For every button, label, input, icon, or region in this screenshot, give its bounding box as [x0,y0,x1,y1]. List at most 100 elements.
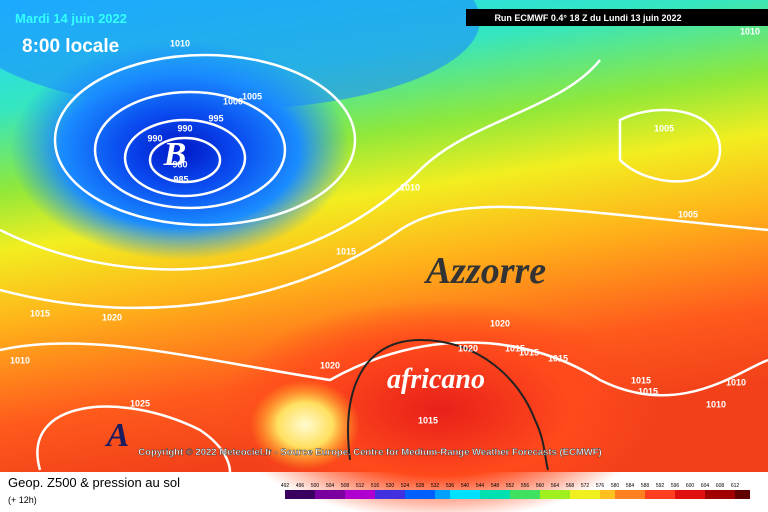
high-label: A [105,417,130,454]
isobar-label: 1020 [102,312,122,322]
isobar-label: 985 [173,174,188,184]
scale-swatch [690,490,705,499]
scale-swatch [435,490,450,499]
scale-label: 584 [626,483,635,489]
scale-label: 528 [416,483,425,489]
scale-label: 556 [521,483,530,489]
scale-label: 512 [356,483,365,489]
scale-label: 560 [536,483,545,489]
scale-swatch [390,490,405,499]
scale-label: 496 [296,483,305,489]
scale-swatch [660,490,675,499]
scale-swatch [285,490,300,499]
isobar-label: 990 [147,133,162,143]
isobar-label: 1025 [130,398,150,408]
date-label: Mardi 14 juin 2022 [15,11,127,26]
scale-swatch [420,490,435,499]
scale-label: 492 [281,483,290,489]
scale-swatch [330,490,345,499]
isobar-label: 1015 [638,386,658,396]
isobar-label: 990 [177,123,192,133]
scale-label: 572 [581,483,590,489]
scale-label: 604 [701,483,710,489]
isobar-label: 1005 [654,123,674,133]
scale-swatch [315,490,330,499]
scale-swatch [345,490,360,499]
scale-swatch [375,490,390,499]
footer-step: (+ 12h) [8,495,37,505]
isobar-label: 1010 [10,355,30,365]
scale-swatch [705,490,720,499]
feature-label: africano [387,364,485,395]
scale-swatch [465,490,480,499]
scale-swatch [360,490,375,499]
isobar-label: 1020 [490,318,510,328]
isobar-label: 1015 [505,343,525,353]
scale-swatch [585,490,600,499]
scale-label: 576 [596,483,605,489]
scale-swatch [510,490,525,499]
scale-swatch [525,490,540,499]
isobar-label: 1005 [678,209,698,219]
isobar-label: 1005 [242,91,262,101]
scale-label: 548 [491,483,500,489]
scale-label: 612 [731,483,740,489]
scale-label: 544 [476,483,485,489]
scale-swatch [540,490,555,499]
scale-swatch [405,490,420,499]
scale-swatch [720,490,735,499]
isobar-label: 1010 [726,377,746,387]
scale-swatch [645,490,660,499]
isobar-label: 1000 [223,96,243,106]
scale-label: 592 [656,483,665,489]
scale-swatch [495,490,510,499]
isobar-label: 1015 [631,375,651,385]
time-label: 8:00 locale [22,36,119,57]
footer-title: Geop. Z500 & pression au sol [8,475,180,490]
scale-label: 588 [641,483,650,489]
scale-label: 524 [401,483,410,489]
isobar-label: 1020 [458,343,478,353]
isobar-label: 1010 [170,38,190,48]
scale-label: 508 [341,483,350,489]
isobar-label: 980 [172,159,187,169]
isobar-label: 995 [208,113,223,123]
scale-swatch [450,490,465,499]
isobar-label: 1010 [740,26,760,36]
low-label: B [163,136,187,173]
isobar-label: 1015 [418,415,438,425]
scale-swatch [570,490,585,499]
scale-label: 520 [386,483,395,489]
color-scale: 492 496 500 504 508 512 516 520 524 528 532 536 540 5… [281,483,750,499]
scale-swatch [600,490,615,499]
scale-label: 552 [506,483,515,489]
scale-swatch [630,490,645,499]
run-box [466,9,768,26]
scale-label: 536 [446,483,455,489]
scale-swatch [675,490,690,499]
scale-swatch [300,490,315,499]
scale-label: 596 [671,483,680,489]
isobar-label: 1015 [548,353,568,363]
feature-label: Azzorre [424,250,546,292]
scale-label: 540 [461,483,470,489]
scale-swatch [480,490,495,499]
scale-swatch [615,490,630,499]
copyright: Copyright © 2022 Meteociel.fr - Source E… [138,447,601,458]
scale-swatch [735,490,750,499]
isobar-label: 1015 [519,347,539,357]
scale-label: 500 [311,483,320,489]
isobar-label: 1020 [320,360,340,370]
isobar-label: 1015 [336,246,356,256]
scale-label: 564 [551,483,560,489]
scale-label: 580 [611,483,620,489]
scale-label: 504 [326,483,335,489]
scale-label: 532 [431,483,440,489]
scale-label: 600 [686,483,695,489]
isobar-label: 1015 [30,308,50,318]
run-label: Run ECMWF 0.4° 18 Z du Lundi 13 juin 202… [494,13,681,23]
scale-label: 516 [371,483,380,489]
scale-label: 608 [716,483,725,489]
